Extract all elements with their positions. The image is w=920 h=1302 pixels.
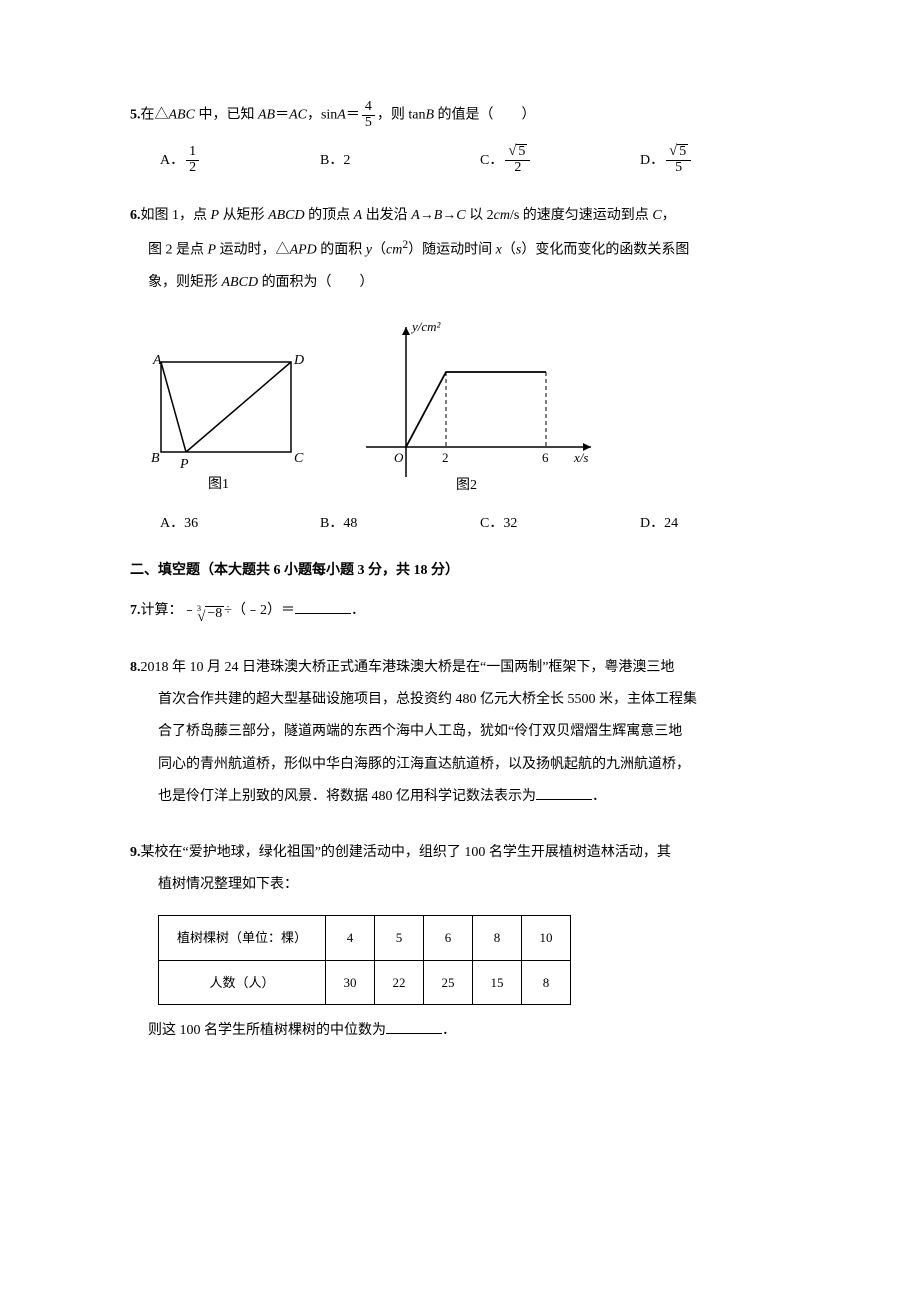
label-D: D — [293, 353, 304, 368]
q6-stem-line2: 图 2 是点 P 运动时，△APD 的面积 y（cm2）随运动时间 x（s）变化… — [130, 232, 800, 267]
q6-option-d: D．24 — [640, 513, 800, 534]
question-8: 8.2018 年 10 月 24 日港珠澳大桥正式通车港珠澳大桥是在“一国两制”… — [130, 652, 800, 813]
q6-figures: A D B C P 图1 y/cm² x/s O 2 6 — [146, 317, 800, 499]
q5-number: 5. — [130, 107, 141, 122]
label-P: P — [179, 457, 189, 472]
q5-option-a: A． 12 — [160, 144, 320, 175]
fig2-caption: 图2 — [456, 478, 477, 492]
q9-blank — [386, 1019, 442, 1034]
x-axis-label: x/s — [573, 450, 588, 465]
y-axis-label: y/cm² — [410, 319, 442, 334]
fig1-caption: 图1 — [208, 477, 229, 492]
q5-option-c: C． √5 2 — [480, 144, 640, 175]
rectangle-diagram: A D B C P 图1 — [146, 342, 316, 492]
question-9: 9.某校在“爱护地球，绿化祖国”的创建活动中，组织了 100 名学生开展植树造林… — [130, 837, 800, 1048]
q5-frac: 45 — [362, 100, 375, 130]
question-7: 7.计算：﹣3√−8÷（﹣2）＝． — [130, 599, 800, 628]
label-B: B — [151, 451, 160, 466]
q8-blank — [536, 785, 592, 800]
question-5: 5.在△ABC 中，已知 AB＝AC，sinA＝45，则 tanB 的值是（ ）… — [130, 100, 800, 176]
q6-option-b: B．48 — [320, 513, 480, 534]
q6-stem-line1: 6.如图 1，点 P 从矩形 ABCD 的顶点 A 出发沿 A→B→C 以 2c… — [130, 200, 800, 232]
section-2-header: 二、填空题（本大题共 6 小题每小题 3 分，共 18 分） — [130, 560, 800, 581]
q9-table: 植树棵树（单位：棵） 4 5 6 8 10 人数（人） 30 22 25 15 … — [158, 915, 571, 1005]
table-row: 人数（人） 30 22 25 15 8 — [159, 960, 571, 1005]
q5-options: A． 12 B．2 C． √5 2 D． √5 5 — [130, 144, 800, 175]
q6-figure-2: y/cm² x/s O 2 6 图2 — [356, 317, 606, 499]
q6-option-c: C．32 — [480, 513, 640, 534]
label-C: C — [294, 451, 304, 466]
table-row: 植树棵树（单位：棵） 4 5 6 8 10 — [159, 916, 571, 961]
question-6: 6.如图 1，点 P 从矩形 ABCD 的顶点 A 出发沿 A→B→C 以 2c… — [130, 200, 800, 534]
graph-diagram: y/cm² x/s O 2 6 图2 — [356, 317, 606, 492]
q6-options: A．36 B．48 C．32 D．24 — [130, 513, 800, 534]
q5-stem: 5.在△ABC 中，已知 AB＝AC，sinA＝45，则 tanB 的值是（ ） — [130, 100, 800, 130]
origin-label: O — [394, 450, 404, 465]
q5-option-d: D． √5 5 — [640, 144, 800, 175]
q7-blank — [295, 599, 351, 614]
q6-figure-1: A D B C P 图1 — [146, 342, 316, 499]
q5-option-b: B．2 — [320, 144, 480, 175]
q6-option-a: A．36 — [160, 513, 320, 534]
cube-root: 3√−8 — [197, 606, 225, 628]
tick-6: 6 — [542, 450, 549, 465]
q6-stem-line3: 象，则矩形 ABCD 的面积为（ ） — [130, 267, 800, 299]
label-A: A — [152, 353, 162, 368]
tick-2: 2 — [442, 450, 449, 465]
